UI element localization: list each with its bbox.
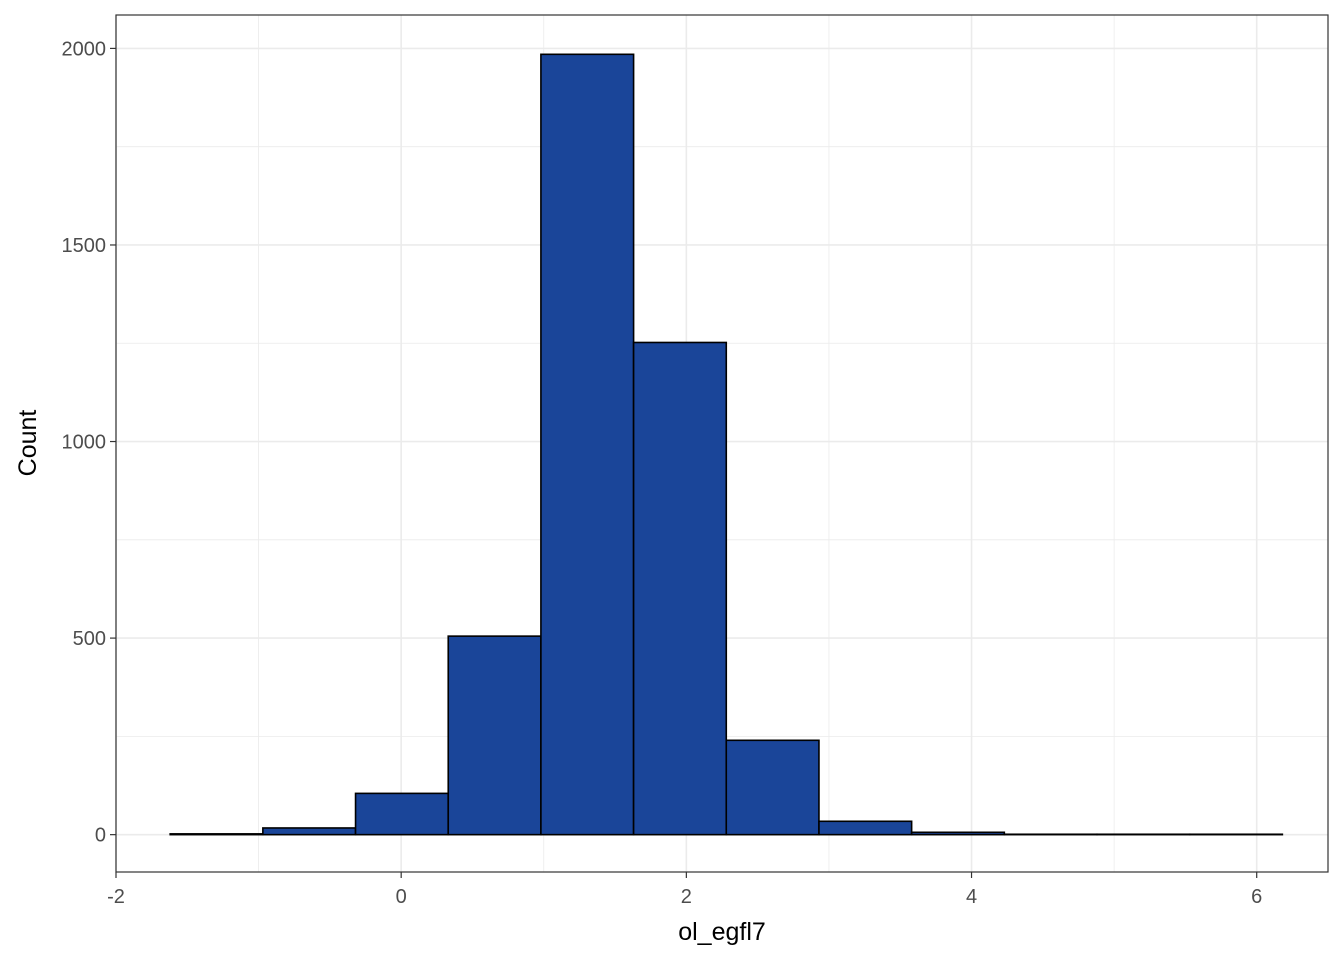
y-tick-label: 1000 — [62, 432, 107, 454]
histogram-bar — [632, 341, 728, 836]
histogram-bar — [169, 833, 264, 836]
histogram-bar — [540, 53, 635, 836]
x-axis-ticks: -2 0 2 4 6 — [107, 872, 1262, 908]
x-tick-label: 4 — [966, 886, 977, 908]
histogram-bar — [262, 827, 357, 836]
histogram-bars — [169, 53, 1284, 836]
x-tick-label: 0 — [396, 886, 407, 908]
y-axis-ticks: 0 500 1000 1500 2000 — [62, 38, 116, 847]
y-tick-label: 0 — [95, 825, 106, 847]
x-tick-label: -2 — [107, 886, 125, 908]
y-tick-label: 1500 — [62, 235, 107, 257]
histogram-bar — [447, 635, 542, 836]
y-tick-label: 2000 — [62, 38, 107, 60]
x-axis-title: ol_egfl7 — [678, 918, 766, 946]
histogram-bar — [354, 792, 450, 836]
histogram-bar — [818, 820, 913, 836]
histogram-bar — [725, 739, 820, 836]
x-tick-label: 2 — [681, 886, 692, 908]
y-tick-label: 500 — [73, 628, 106, 650]
plot-panel-border — [115, 14, 1329, 873]
y-axis-title: Count — [14, 410, 42, 477]
histogram-bar — [910, 831, 1006, 836]
x-tick-label: 6 — [1251, 886, 1262, 908]
